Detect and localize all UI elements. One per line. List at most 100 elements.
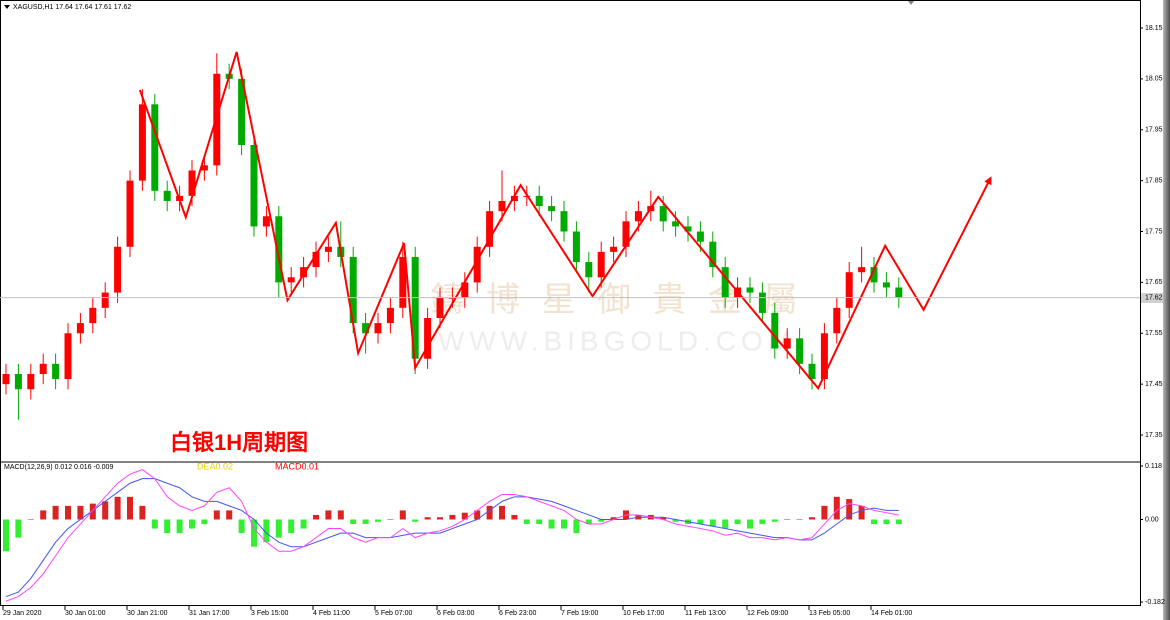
x-tick-label: 7 Feb 19:00	[561, 610, 598, 617]
candle-body	[436, 297, 444, 319]
histogram-bar	[226, 510, 233, 520]
histogram-bar	[722, 519, 729, 529]
candle-body	[560, 211, 568, 232]
histogram-bar	[833, 496, 840, 520]
histogram-bar	[437, 517, 443, 520]
histogram-bar	[375, 519, 381, 522]
candle-body	[188, 170, 196, 196]
histogram-bar	[598, 519, 605, 522]
histogram-bar	[139, 505, 146, 520]
candle-body	[746, 287, 754, 293]
price-label-box	[1141, 293, 1163, 303]
histogram-bar	[189, 519, 195, 529]
histogram-bar	[77, 505, 84, 520]
histogram-bar	[821, 505, 828, 520]
candle-body	[585, 262, 593, 278]
candle-body	[858, 267, 866, 273]
candle-body	[535, 195, 543, 207]
histogram-bar	[27, 519, 34, 520]
x-tick-label: 12 Feb 09:00	[747, 610, 788, 617]
histogram-bar	[102, 501, 109, 520]
histogram-bar	[412, 519, 419, 522]
histogram-bar	[65, 505, 71, 520]
candle-body	[262, 216, 270, 227]
candle-body	[771, 312, 779, 349]
candle-body	[238, 78, 246, 146]
y-tick-label: 0.118	[1145, 463, 1162, 470]
histogram-bar	[275, 519, 282, 538]
candle-body	[696, 231, 704, 242]
candle-body	[349, 256, 357, 324]
histogram-bar	[127, 496, 133, 520]
histogram-bar	[858, 505, 865, 520]
y-tick-label: 17.75	[1145, 228, 1163, 235]
histogram-bar	[300, 519, 307, 529]
x-tick-label: 30 Jan 01:00	[65, 610, 106, 617]
histogram-bar	[325, 510, 332, 520]
histogram-bar	[114, 496, 121, 520]
x-tick-label: 13 Feb 05:00	[809, 610, 850, 617]
candle-body	[14, 373, 22, 390]
histogram-bar	[251, 519, 257, 547]
candle-body	[312, 251, 320, 268]
legend-entry: DEA0.02	[197, 461, 233, 471]
x-tick-label: 6 Feb 03:00	[437, 610, 474, 617]
candle-body	[138, 104, 146, 181]
histogram-bar	[523, 519, 530, 525]
histogram-bar	[424, 517, 431, 520]
watermark-url: WWW.BIBGOLD.COM	[438, 325, 796, 356]
candle-body	[300, 267, 308, 278]
histogram-bar	[40, 510, 47, 520]
candle-body	[758, 292, 766, 313]
x-tick-label: 11 Feb 13:00	[685, 610, 726, 617]
candle-body	[461, 282, 469, 298]
histogram-bar	[499, 505, 505, 520]
candle-body	[870, 267, 878, 283]
y-tick-label: 17.55	[1145, 330, 1163, 337]
histogram-bar	[164, 519, 171, 534]
candle-body	[386, 307, 394, 324]
histogram-bar	[387, 519, 394, 520]
histogram-bar	[796, 519, 803, 520]
candle-body	[597, 251, 605, 278]
y-tick-label: -0.182	[1145, 599, 1165, 606]
candle-body	[101, 292, 109, 308]
candle-body	[634, 211, 642, 222]
histogram-bar	[238, 519, 245, 534]
y-tick-label: 17.35	[1145, 432, 1163, 439]
zigzag-line	[138, 51, 992, 391]
histogram-bar	[486, 505, 493, 520]
histogram-bar	[213, 510, 220, 520]
candle-body	[808, 363, 816, 380]
histogram-bar	[548, 519, 555, 529]
histogram-bar	[337, 510, 344, 520]
candle-body	[498, 200, 506, 212]
window-edge	[1163, 0, 1170, 620]
histogram-bar	[771, 519, 778, 522]
frame	[0, 0, 1141, 606]
histogram-bar	[151, 519, 158, 529]
candle-body	[287, 277, 295, 283]
candle-body	[895, 287, 903, 298]
candle-body	[200, 165, 208, 171]
candle-body	[672, 221, 680, 227]
histogram-bar	[449, 514, 456, 520]
shift-marker	[908, 1, 914, 5]
macd-line	[5, 469, 899, 602]
candle-body	[151, 104, 159, 191]
y-tick-label: 17.65	[1145, 279, 1163, 286]
candle-body	[64, 333, 72, 380]
histogram-bar	[15, 519, 22, 538]
candle-body	[622, 221, 630, 247]
candle-body	[510, 195, 518, 201]
menu-icon[interactable]	[4, 5, 10, 9]
candle-body	[114, 246, 122, 293]
histogram-bar	[895, 519, 902, 525]
candle-body	[721, 267, 729, 298]
y-tick-label: 17.45	[1145, 381, 1163, 388]
histogram-bar	[846, 499, 853, 520]
candle-body	[709, 241, 717, 268]
x-tick-label: 30 Jan 21:00	[127, 610, 168, 617]
histogram-bar	[759, 519, 766, 525]
